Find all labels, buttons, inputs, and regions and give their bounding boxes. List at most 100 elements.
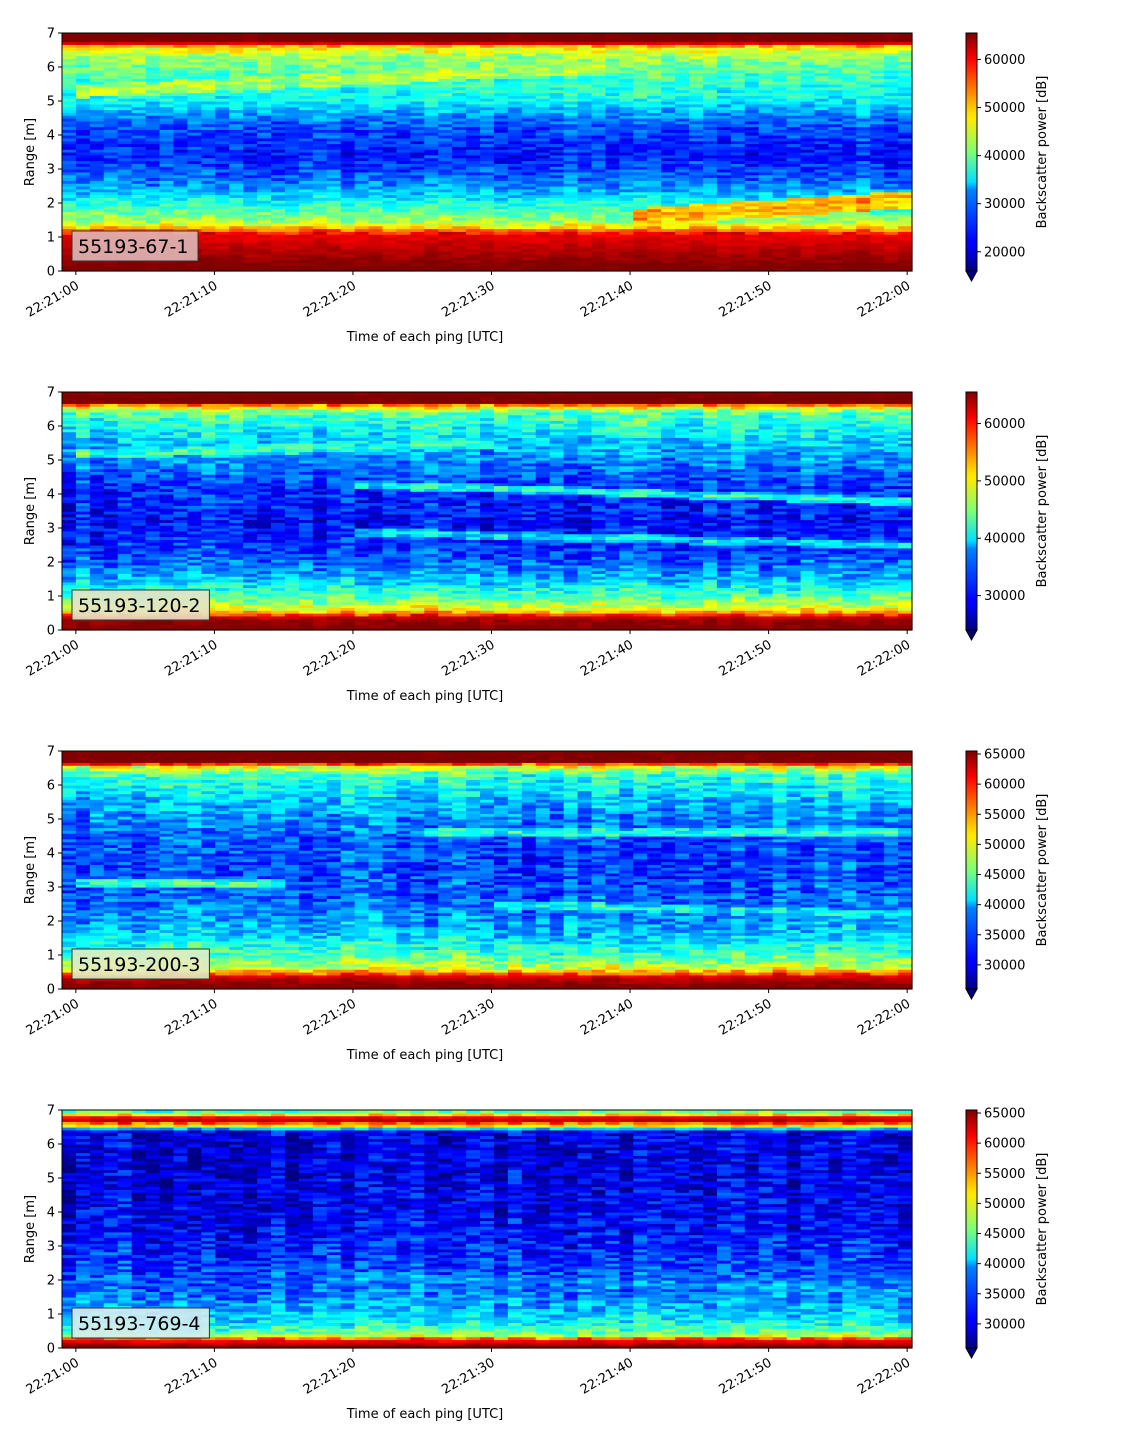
- heatmap-cell: [89, 123, 105, 128]
- heatmap-cell: [410, 33, 425, 37]
- heatmap-cell: [173, 72, 189, 77]
- heatmap-cell: [103, 174, 119, 179]
- heatmap-cell: [689, 33, 704, 37]
- heatmap-cell: [173, 126, 189, 130]
- heatmap-cell: [187, 152, 202, 156]
- heatmap-cell: [75, 160, 91, 164]
- heatmap-cell: [103, 205, 119, 210]
- heatmap-cell: [159, 214, 175, 218]
- heatmap-cell: [89, 72, 105, 77]
- heatmap-cell: [75, 135, 91, 139]
- heatmap-cell: [89, 180, 105, 184]
- heatmap-cell: [201, 262, 216, 266]
- heatmap-cell: [744, 33, 760, 37]
- heatmap-cell: [103, 157, 119, 162]
- heatmap-cell: [131, 47, 147, 51]
- heatmap-cell: [103, 220, 119, 224]
- heatmap-cell: [89, 169, 105, 173]
- heatmap-cell: [117, 177, 133, 181]
- heatmap-cell: [187, 89, 202, 94]
- heatmap-cell: [62, 61, 77, 65]
- heatmap-cell: [215, 245, 230, 249]
- heatmap-cell: [75, 120, 91, 125]
- heatmap-cell: [62, 197, 77, 201]
- heatmap-cell: [201, 177, 216, 181]
- heatmap-cell: [159, 52, 175, 57]
- heatmap-cell: [201, 228, 216, 232]
- heatmap-cell: [75, 163, 91, 167]
- heatmap-cell: [62, 75, 77, 79]
- heatmap-cell: [131, 220, 147, 224]
- heatmap-cell: [117, 140, 133, 145]
- heatmap-cell: [103, 160, 119, 164]
- heatmap-cell: [173, 177, 189, 181]
- heatmap-cell: [187, 194, 202, 198]
- heatmap-cell: [103, 186, 119, 190]
- heatmap-cell: [131, 95, 147, 99]
- heatmap-cell: [62, 191, 77, 196]
- heatmap-cell: [145, 64, 161, 68]
- heatmap-cell: [159, 191, 175, 196]
- heatmap-cell: [131, 228, 147, 232]
- heatmap-cell: [187, 140, 202, 145]
- heatmap-cell: [173, 123, 189, 128]
- heatmap-cell: [201, 197, 216, 201]
- heatmap-cell: [145, 135, 161, 139]
- heatmap-cell: [201, 171, 216, 176]
- heatmap-cell: [187, 123, 202, 128]
- heatmap-cell: [89, 61, 105, 65]
- heatmap-cell: [215, 120, 230, 125]
- heatmap-cell: [173, 92, 189, 96]
- heatmap-cell: [117, 92, 133, 96]
- heatmap-cell: [201, 169, 216, 173]
- heatmap-cell: [159, 135, 175, 139]
- heatmap-cell: [131, 55, 147, 60]
- heatmap-cell: [187, 64, 202, 68]
- heatmap-cell: [117, 137, 133, 142]
- heatmap-cell: [159, 157, 175, 162]
- heatmap-cell: [173, 166, 189, 170]
- heatmap-cell: [215, 237, 230, 241]
- heatmap-cell: [62, 174, 77, 179]
- heatmap-cell: [173, 44, 189, 48]
- heatmap-cell: [187, 67, 202, 71]
- heatmap-cell: [117, 118, 133, 122]
- heatmap-cell: [103, 109, 119, 113]
- heatmap-cell: [75, 171, 91, 176]
- heatmap-cell: [131, 211, 147, 215]
- heatmap-cell: [145, 137, 161, 142]
- heatmap-cell: [159, 171, 175, 176]
- heatmap-cell: [145, 103, 161, 108]
- heatmap-cell: [173, 163, 189, 167]
- heatmap-cell: [201, 220, 216, 224]
- heatmap-cell: [89, 146, 105, 150]
- heatmap-cell: [117, 72, 133, 77]
- heatmap-cell: [62, 222, 77, 227]
- heatmap-cell: [131, 143, 147, 147]
- heatmap-cell: [103, 55, 119, 60]
- heatmap-cell: [173, 262, 189, 266]
- heatmap-cell: [62, 186, 77, 190]
- heatmap-cell: [201, 239, 216, 244]
- heatmap-cell: [103, 203, 119, 207]
- heatmap-cell: [201, 123, 216, 128]
- heatmap-cell: [75, 33, 91, 37]
- heatmap-cell: [145, 35, 161, 40]
- heatmap-cell: [131, 152, 147, 156]
- heatmap-cell: [145, 152, 161, 156]
- heatmap-cell: [145, 197, 161, 201]
- heatmap-cell: [131, 81, 147, 85]
- heatmap-cell: [117, 217, 133, 221]
- heatmap-cell: [201, 166, 216, 170]
- heatmap-cell: [173, 69, 189, 74]
- heatmap-cell: [145, 38, 161, 43]
- heatmap-cell: [103, 166, 119, 170]
- heatmap-cell: [159, 75, 175, 79]
- heatmap-cell: [173, 112, 189, 116]
- heatmap-cell: [117, 157, 133, 162]
- heatmap-cell: [145, 50, 161, 54]
- heatmap-cell: [159, 89, 175, 94]
- heatmap-cell: [103, 177, 119, 181]
- heatmap-cell: [117, 61, 133, 65]
- heatmap-cell: [62, 205, 77, 210]
